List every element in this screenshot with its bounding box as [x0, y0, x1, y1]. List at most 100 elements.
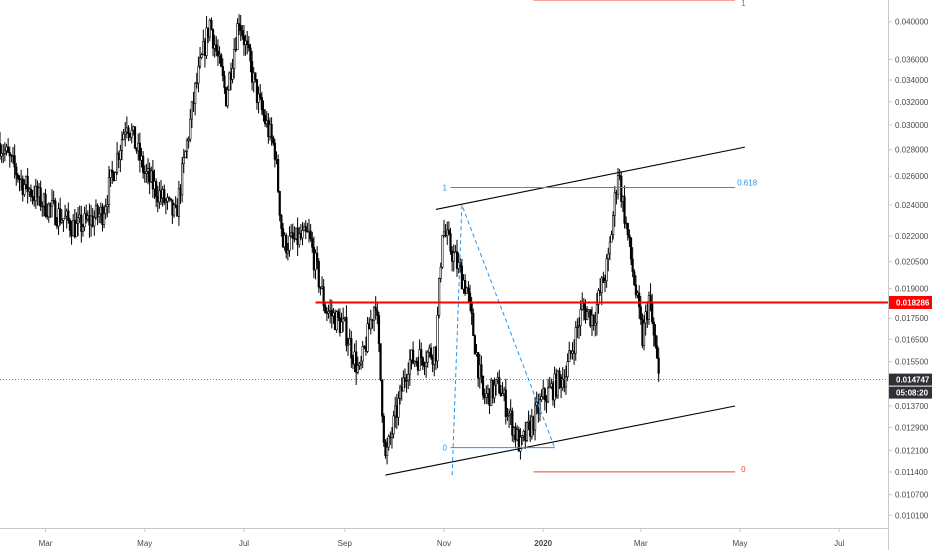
candle-body [507, 413, 511, 416]
price-axis-label: 0.011400 [895, 468, 928, 477]
candle-body [26, 175, 29, 193]
candle-body [250, 60, 254, 83]
candle-body [130, 129, 133, 138]
candle-body [576, 326, 579, 328]
candle-body [83, 213, 86, 228]
candle-body [50, 199, 54, 207]
candle-body [548, 386, 551, 389]
time-axis-label: May [732, 539, 747, 548]
candle-body [210, 19, 213, 30]
candle-body [602, 277, 605, 283]
fib-lower-0-label: 0 [443, 444, 448, 453]
candle-body [649, 295, 652, 304]
candle-body [3, 150, 6, 154]
candle-body [133, 126, 137, 149]
candle-body [533, 404, 537, 431]
candle-body [155, 181, 158, 198]
candle-body [59, 208, 62, 223]
candle-body [68, 220, 72, 231]
last-price-tag-text: 0.014747 [896, 376, 930, 385]
candle-body [335, 311, 338, 331]
candle-body [613, 192, 616, 216]
candle-body [221, 66, 224, 76]
candle-body [564, 376, 568, 388]
price-axis-label: 0.026000 [895, 172, 929, 181]
candle-body [421, 357, 424, 366]
candle-body [642, 322, 646, 346]
candle-body [166, 197, 169, 202]
candle-body [119, 150, 122, 160]
candle-body [376, 310, 379, 316]
candle-body [63, 215, 67, 219]
candle-body [255, 79, 259, 103]
price-axis-label: 0.019000 [895, 285, 929, 294]
fib-upper-1-label: 1 [443, 183, 448, 192]
candle-body [586, 311, 589, 320]
candle-body [381, 379, 384, 417]
candle-body [195, 82, 198, 85]
candle-body [7, 146, 10, 153]
fib-upper-0618-label: 0.618 [737, 178, 758, 187]
candle-body [322, 286, 325, 307]
candle-body [142, 155, 145, 173]
candle-body [594, 322, 597, 326]
candle-body [246, 40, 249, 45]
price-axis-label: 0.020500 [895, 257, 929, 266]
candle-body [436, 314, 439, 362]
candle-body [216, 50, 220, 57]
fib-extension-0-label: 0 [741, 465, 746, 474]
candle-body [122, 133, 125, 140]
price-axis-label: 0.030000 [895, 121, 929, 130]
candle-body [626, 222, 629, 236]
candle-body [93, 217, 96, 227]
candle-body [316, 252, 319, 262]
candle-body [470, 301, 473, 314]
candle-body [233, 49, 236, 69]
candle-body [574, 327, 577, 354]
candle-body [115, 153, 119, 173]
candle-body [607, 253, 610, 260]
candle-body [47, 203, 50, 218]
candle-body [467, 287, 470, 294]
time-axis-label: May [137, 539, 152, 548]
candle-body [372, 307, 376, 321]
candle-body [231, 68, 234, 80]
candle-body [441, 235, 444, 268]
fib-extension-1-label: 1 [741, 0, 746, 8]
candle-body [44, 193, 47, 217]
candle-body [447, 229, 450, 234]
time-axis[interactable]: Mar May Jul Sep Nov 2020 Mar May Jul [0, 528, 888, 548]
drawings-group: 1 0.618 1 0 0 [0, 0, 888, 476]
price-axis-label: 0.016500 [895, 335, 929, 344]
candle-body [452, 252, 455, 262]
candle-body [511, 410, 514, 436]
candle-body [425, 362, 428, 367]
candle-body [337, 311, 340, 318]
resistance-price-tag-text: 0.018286 [896, 298, 930, 307]
price-axis-label: 0.013700 [895, 402, 929, 411]
candle-body [259, 93, 262, 98]
candle-body [0, 143, 2, 157]
price-axis-label: 0.017500 [895, 314, 929, 323]
candle-body [111, 169, 114, 173]
candle-body [597, 290, 600, 305]
candle-body [15, 166, 18, 176]
candle-body [278, 191, 281, 216]
candle-body [54, 200, 57, 226]
candle-body [616, 175, 620, 195]
candle-body [647, 295, 651, 320]
price-axis-label: 0.015500 [895, 358, 929, 367]
candle-body [304, 226, 307, 232]
candle-body [481, 375, 485, 396]
price-axis-label: 0.040000 [895, 18, 929, 27]
candle-body [109, 169, 112, 178]
candle-body [374, 307, 377, 311]
candle-body [379, 343, 382, 381]
price-axis-label: 0.028000 [895, 146, 929, 155]
candle-body [273, 142, 276, 160]
candle-body [327, 311, 330, 314]
price-axis[interactable]: 0.040000 0.036000 0.034000 0.032000 0.030000… [888, 0, 929, 550]
candle-body [566, 361, 569, 378]
